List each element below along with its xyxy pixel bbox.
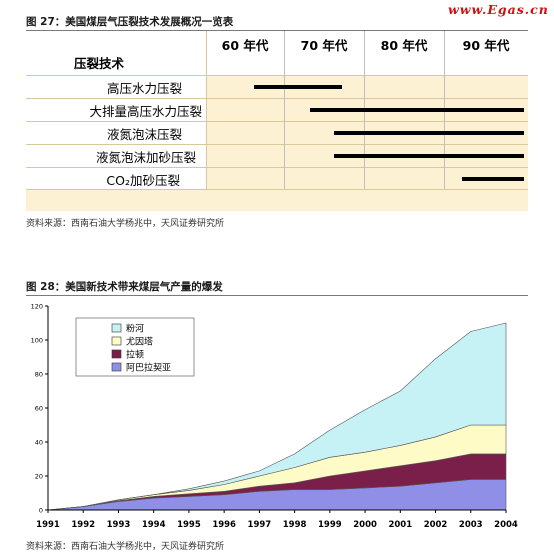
y-tick-label: 20 — [35, 473, 43, 481]
decade-header-90s: 90 年代 — [462, 38, 510, 53]
x-tick-label: 2001 — [388, 520, 412, 530]
chart-top-rule — [26, 295, 528, 296]
legend-label: 拉顿 — [126, 349, 144, 361]
table-footer — [26, 189, 528, 211]
chart-axes: 0 20 40 60 80 100 120 1991 1992 1993 1994 1995 1996 1… — [31, 303, 518, 531]
row-label: 高压水力压裂 — [106, 81, 182, 96]
legend-swatch — [111, 336, 122, 346]
production-area-chart: 0 20 40 60 80 100 120 1991 1992 1993 1994 1995 1996 1… — [26, 298, 528, 536]
x-tick-label: 2004 — [494, 520, 518, 530]
x-tick-label: 1996 — [212, 520, 236, 530]
x-tick-label: 1999 — [318, 520, 342, 530]
technique-column-header: 压裂技术 — [74, 56, 125, 71]
table-top-rule — [26, 30, 528, 31]
y-tick-label: 100 — [31, 337, 43, 345]
table-source-note: 资料来源：西南石油大学杨兆中，天风证券研究所 — [26, 219, 225, 229]
decade-header-80s: 80 年代 — [380, 38, 428, 53]
x-tick-label: 1992 — [71, 520, 95, 530]
chart-source-note: 资料来源：西南石油大学杨兆中，天风证券研究所 — [26, 542, 225, 552]
timeline-bar — [310, 108, 524, 112]
y-tick-label: 120 — [31, 303, 43, 311]
x-tick-label: 1993 — [107, 520, 131, 530]
chart-figure-title: 图 28：美国新技术带来煤层气产量的爆发 — [26, 281, 223, 293]
legend-label: 阿巴拉契亚 — [126, 362, 171, 374]
y-tick-label: 40 — [35, 439, 43, 447]
row-label: CO₂加砂压裂 — [106, 173, 180, 188]
area-series-3 — [47, 322, 507, 511]
y-tick-label: 0 — [39, 507, 43, 515]
y-tick-label: 80 — [35, 371, 43, 379]
decade-header-70s: 70 年代 — [300, 38, 348, 53]
legend-swatch — [111, 362, 122, 372]
legend-label: 粉河 — [126, 323, 144, 335]
x-tick-label: 1991 — [36, 520, 60, 530]
x-tick-label: 1998 — [283, 520, 307, 530]
timeline-bar — [334, 131, 524, 135]
x-tick-label: 1994 — [142, 520, 166, 530]
legend-label: 尤因塔 — [126, 336, 153, 348]
table-figure-title: 图 27：美国煤层气压裂技术发展概况一览表 — [26, 16, 234, 28]
x-tick-label: 1995 — [177, 520, 201, 530]
x-tick-label: 2002 — [424, 520, 448, 530]
row-label: 大排量高压水力压裂 — [89, 104, 202, 119]
row-label: 液氮泡沫压裂 — [106, 127, 182, 142]
x-tick-label: 2003 — [459, 520, 483, 530]
watermark: www.Egas.cn — [448, 2, 549, 17]
timeline-bar — [334, 154, 524, 158]
timeline-bar — [254, 85, 342, 89]
row-label: 液氮泡沫加砂压裂 — [95, 150, 196, 165]
timeline-bar — [462, 177, 524, 181]
area-series-group — [47, 322, 507, 511]
decade-header-60s: 60 年代 — [221, 38, 269, 53]
y-tick-label: 60 — [35, 405, 43, 413]
x-tick-label: 2000 — [353, 520, 377, 530]
legend-swatch — [111, 323, 122, 333]
legend-swatch — [111, 349, 122, 359]
x-tick-label: 1997 — [248, 520, 272, 530]
timeline-table: 压裂技术 60 年代 70 年代 80 年代 90 年代 高压水力压裂 大排量高… — [26, 31, 528, 211]
legend-box — [75, 317, 195, 377]
